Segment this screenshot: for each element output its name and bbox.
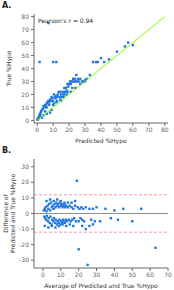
svg-text:30: 30 <box>21 78 29 85</box>
svg-text:30: 30 <box>21 163 29 170</box>
svg-text:True %Hypo: True %Hypo <box>8 50 13 87</box>
svg-text:Difference ofPredicted and Tru: Difference ofPredicted and True %Hypo <box>8 174 17 253</box>
svg-text:30: 30 <box>81 126 89 133</box>
svg-text:70: 70 <box>21 26 29 33</box>
html-text:B.: B. <box>2 146 12 155</box>
svg-text:-10: -10 <box>19 225 29 232</box>
html-text:A.: A. <box>2 1 12 10</box>
svg-text:20: 20 <box>21 178 29 185</box>
svg-text:40: 40 <box>97 126 105 133</box>
svg-text:50: 50 <box>113 126 121 133</box>
svg-text:10: 10 <box>21 104 29 111</box>
svg-text:40: 40 <box>21 65 29 72</box>
svg-text:60: 60 <box>129 126 137 133</box>
svg-text:10: 10 <box>49 126 57 133</box>
svg-text:60: 60 <box>21 39 29 46</box>
svg-text:50: 50 <box>128 271 136 278</box>
svg-text:70: 70 <box>164 271 166 278</box>
svg-text:20: 20 <box>21 91 29 98</box>
svg-text:20: 20 <box>65 126 73 133</box>
svg-text:10: 10 <box>57 271 65 278</box>
svg-text:Average of Predicted and True: Average of Predicted and True %Hypo <box>44 282 158 290</box>
svg-text:0: 0 <box>35 126 39 133</box>
svg-text:0: 0 <box>25 117 29 124</box>
svg-text:40: 40 <box>111 271 119 278</box>
svg-text:0: 0 <box>25 210 29 217</box>
svg-text:0: 0 <box>41 271 45 278</box>
svg-text:70: 70 <box>145 126 153 133</box>
svg-text:80: 80 <box>21 13 29 20</box>
svg-text:50: 50 <box>21 52 29 59</box>
svg-text:30: 30 <box>93 271 101 278</box>
svg-text:Predicted %Hypo: Predicted %Hypo <box>75 137 127 145</box>
svg-text:60: 60 <box>146 271 154 278</box>
html-text:Pearson's r = 0.94: Pearson's r = 0.94 <box>38 17 94 24</box>
svg-text:-20: -20 <box>19 241 29 248</box>
svg-text:80: 80 <box>161 126 166 133</box>
svg-text:-30: -30 <box>19 256 29 263</box>
svg-text:20: 20 <box>75 271 83 278</box>
svg-text:10: 10 <box>21 194 29 201</box>
